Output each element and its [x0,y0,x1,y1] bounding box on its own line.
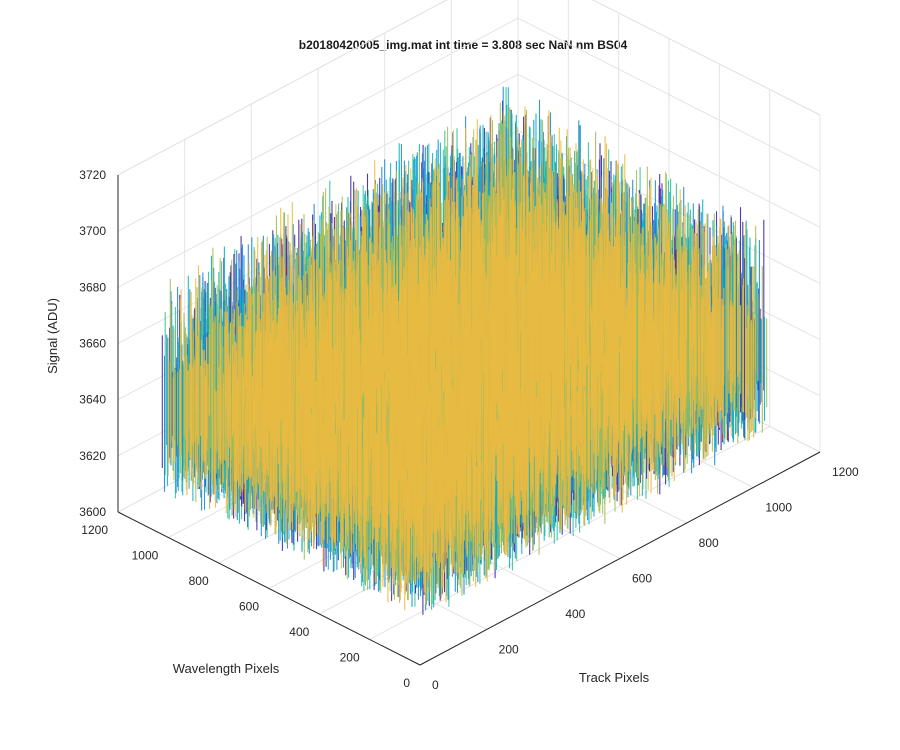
z-tick-label: 3640 [79,393,106,407]
x-tick-label: 600 [632,572,652,586]
z-tick-label: 3700 [79,224,106,238]
x-tick-label: 400 [565,607,585,621]
x-tick-label: 800 [699,536,719,550]
z-tick-label: 3600 [79,505,106,519]
chart-title: b20180420005_img.mat int time = 3.808 se… [299,38,628,52]
y-tick-label: 0 [403,676,410,690]
axes-lines [117,175,821,666]
y-tick-label: 800 [189,574,209,588]
surface-strokes-6 [168,106,759,611]
z-tick-label: 3680 [79,280,106,294]
y-tick-label: 600 [239,600,259,614]
y-tick-label: 1000 [132,549,159,563]
y-tick-label: 400 [289,625,309,639]
tick-labels: 0 200 400 600 800 1000 1200 0 200 400 600 800 1000 12… [79,168,859,692]
surface-plot [161,86,768,615]
x-tick-label: 200 [499,643,519,657]
z-tick-label: 3660 [79,337,106,351]
x-axis-label: Track Pixels [579,670,650,685]
y-axis-label: Wavelength Pixels [173,661,280,676]
z-tick-label: 3620 [79,449,106,463]
x-tick-label: 1000 [765,501,792,515]
x-tick-label: 0 [432,678,439,692]
x-tick-label: 1200 [832,465,859,479]
z-axis-label: Signal (ADU) [45,298,60,374]
y-tick-label: 200 [340,651,360,665]
z-tick-label: 3720 [79,168,106,182]
y-tick-label: 1200 [81,523,108,537]
